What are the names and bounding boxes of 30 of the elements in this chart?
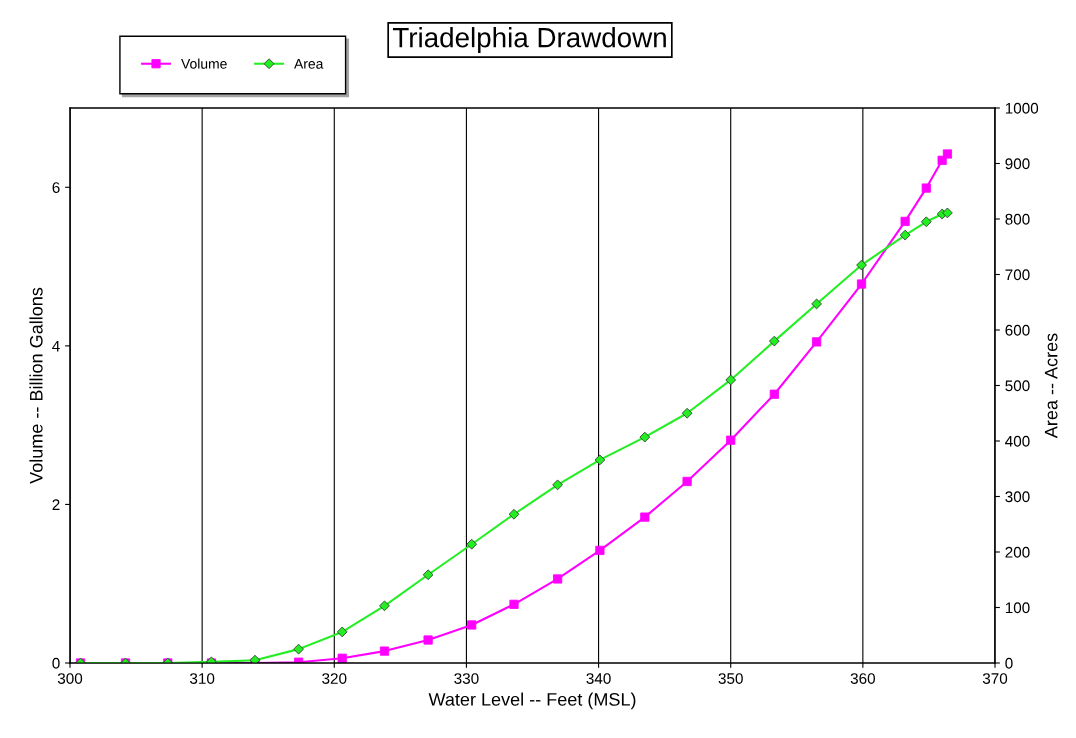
y2-tick-label: 800 bbox=[1005, 213, 1030, 225]
y2-tick-label: 100 bbox=[1005, 602, 1030, 614]
x-tick-label: 350 bbox=[718, 673, 743, 684]
legend-label: Volume bbox=[181, 58, 227, 69]
y2-tick-label: 400 bbox=[1005, 435, 1030, 447]
x-tick-label: 300 bbox=[57, 673, 83, 684]
y2-tick-label: 0 bbox=[1005, 657, 1013, 669]
legend-label: Area bbox=[294, 59, 324, 69]
x-axis-title: Water Level -- Feet (MSL) bbox=[428, 692, 636, 710]
x-tick-label: 320 bbox=[322, 673, 347, 684]
y2-tick-label: 900 bbox=[1005, 158, 1030, 170]
x-tick-label: 330 bbox=[454, 673, 479, 684]
y-tick-label: 2 bbox=[52, 499, 60, 510]
chart-title: Triadelphia Drawdown bbox=[392, 27, 666, 53]
y-tick-label: 0 bbox=[52, 657, 60, 669]
y2-axis-title: Area -- Acres bbox=[1044, 333, 1058, 439]
y2-tick-label: 1000 bbox=[1005, 102, 1039, 114]
x-tick-label: 370 bbox=[982, 673, 1008, 684]
y2-tick-label: 700 bbox=[1005, 269, 1030, 281]
x-tick-label: 360 bbox=[850, 673, 876, 684]
y2-tick-label: 200 bbox=[1005, 546, 1030, 558]
y-axis-title: Volume -- Billion Gallons bbox=[29, 287, 43, 484]
y2-tick-label: 600 bbox=[1005, 324, 1030, 336]
y-tick-label: 6 bbox=[52, 182, 60, 193]
point bbox=[249, 654, 261, 663]
y2-tick-label: 300 bbox=[1005, 491, 1030, 503]
x-tick-label: 310 bbox=[189, 673, 215, 684]
x-tick-label: 340 bbox=[586, 673, 611, 684]
y2-tick-label: 500 bbox=[1005, 380, 1030, 392]
y-tick-label: 4 bbox=[52, 340, 60, 352]
